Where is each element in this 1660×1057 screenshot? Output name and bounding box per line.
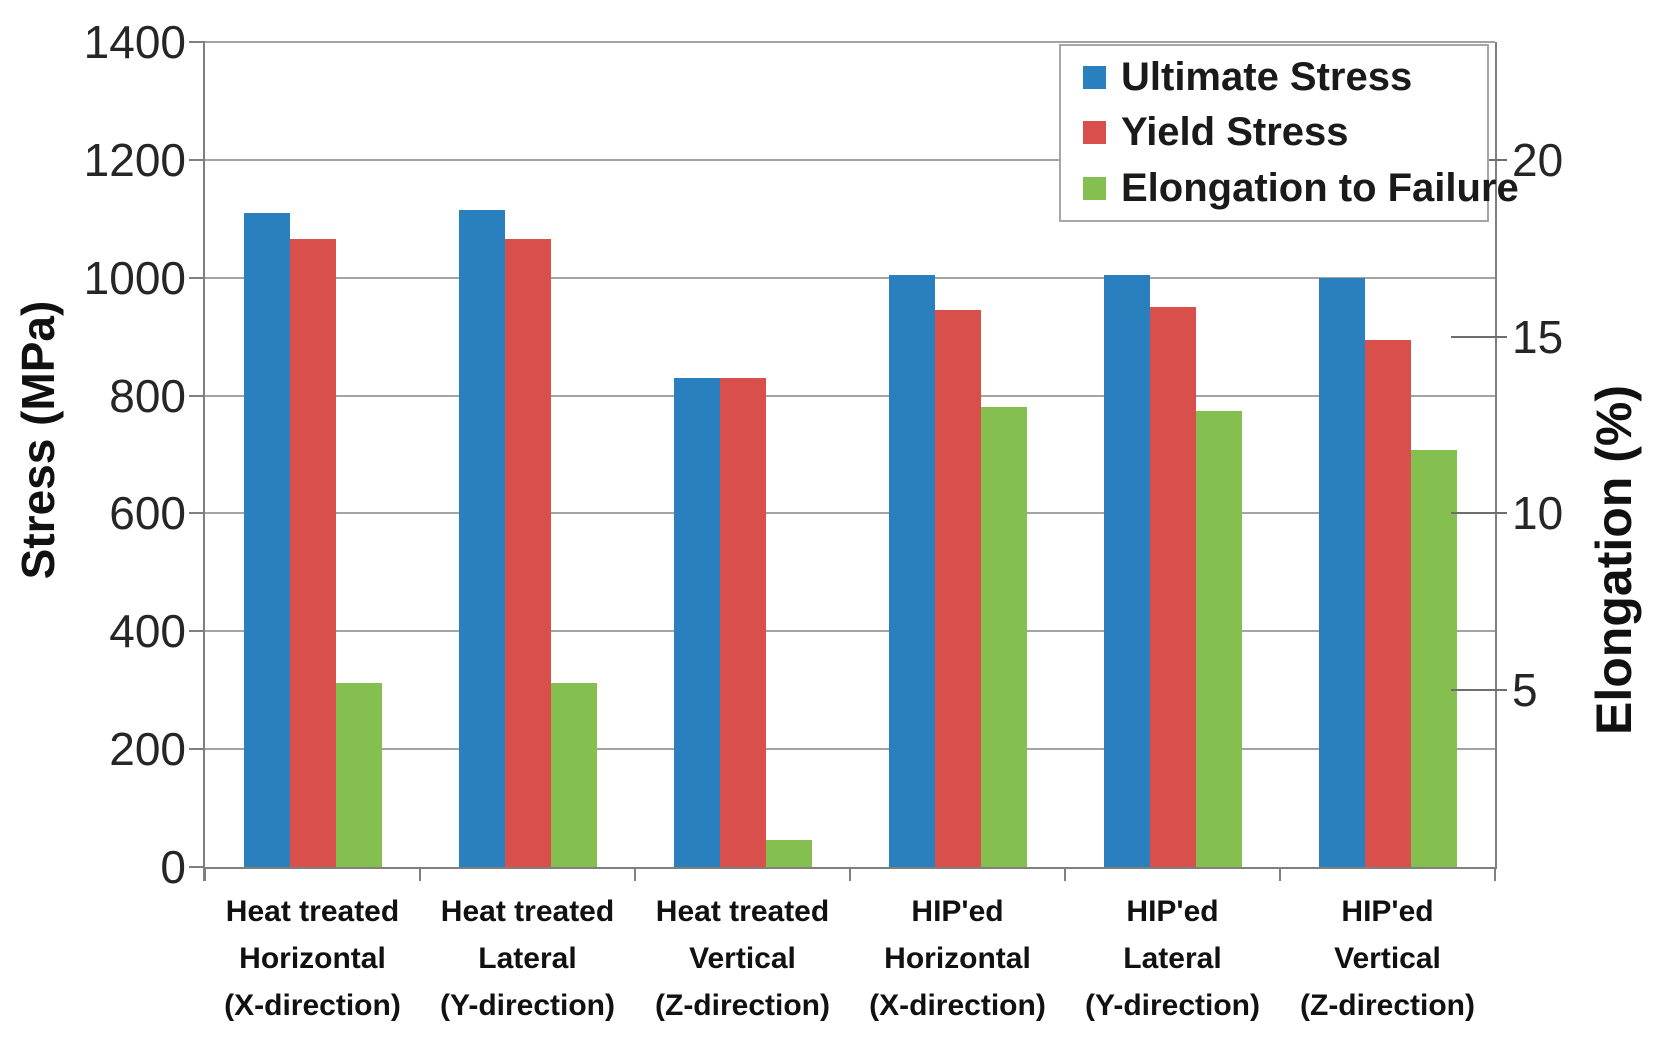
bar-ultimate-stress-0 [243,212,290,867]
gridline-600 [205,512,1495,515]
bar-ultimate-stress-5 [1318,277,1365,867]
left-tick-0 [189,866,205,868]
legend-marker-elongation-to-failure [1083,176,1106,200]
bar-yield-stress-1 [504,239,551,867]
legend-marker-ultimate-stress [1083,66,1106,90]
gridline-1000 [205,276,1495,279]
left-tick-label-200: 200 [109,723,186,776]
x-axis-tick-3 [849,867,851,881]
category-label-line: (Y-direction) [1084,989,1260,1022]
category-label-line: HIP'ed [1126,895,1219,928]
bar-ultimate-stress-2 [673,377,720,867]
x-axis-tick-2 [634,867,636,881]
category-label-4: HIP'ed Lateral (Y-direction) [1065,888,1280,1029]
left-tick-600 [189,512,205,515]
category-label-line: Heat treated [655,895,830,928]
category-label-line: (Y-direction) [439,989,615,1022]
x-axis-tick-4 [1064,867,1066,881]
left-axis-line [203,42,205,881]
left-tick-label-0: 0 [160,841,186,893]
legend-marker-yield-stress [1083,121,1106,145]
right-tick-15 [1451,335,1507,338]
left-tick-200 [189,748,205,751]
category-label-line: Vertical [1334,942,1441,975]
left-tick-400 [189,630,205,633]
right-tick-label-10: 10 [1512,487,1564,540]
bar-elongation-to-failure-5 [1410,449,1457,867]
x-axis-tick-0 [204,867,206,881]
category-label-line: Horizontal [884,942,1031,975]
category-label-line: Vertical [689,942,796,975]
gridline-1400 [205,41,1495,43]
legend-item-yield-stress: Yield Stress [1083,110,1487,155]
legend-item-ultimate-stress: Ultimate Stress [1083,55,1487,100]
left-tick-label-1000: 1000 [83,251,186,304]
x-axis-tick-6 [1494,867,1496,881]
left-tick-1400 [189,41,205,43]
category-label-line: HIP'ed [911,895,1004,928]
right-tick-10 [1451,512,1507,515]
category-label-line: Lateral [1123,942,1222,975]
right-axis-line [1495,42,1497,867]
right-tick-label-15: 15 [1512,310,1564,363]
category-label-2: Heat treated Vertical (Z-direction) [635,888,850,1029]
left-tick-label-400: 400 [109,605,186,658]
category-label-line: Heat treated [440,895,615,928]
left-axis-title: Stress (MPa) [12,300,64,580]
left-tick-label-800: 800 [109,369,186,422]
bar-elongation-to-failure-0 [335,683,382,867]
category-label-line: HIP'ed [1341,895,1434,928]
bar-yield-stress-4 [1149,307,1196,867]
left-tick-label-1200: 1200 [83,133,186,186]
bar-yield-stress-3 [934,310,981,867]
legend-label: Elongation to Failure [1121,165,1519,210]
left-tick-label-1400: 1400 [83,16,186,68]
gridline-1200 [205,158,1495,161]
legend-label: Ultimate Stress [1121,55,1413,100]
bar-ultimate-stress-3 [888,274,935,867]
bar-elongation-to-failure-1 [550,683,597,867]
left-tick-800 [189,394,205,397]
category-label-line: Horizontal [239,942,386,975]
bar-elongation-to-failure-2 [765,840,812,867]
left-tick-1200 [189,158,205,161]
category-label-line: (X-direction) [869,989,1046,1022]
right-tick-label-20: 20 [1512,133,1564,186]
left-tick-label-600: 600 [109,487,186,540]
bar-ultimate-stress-4 [1103,274,1150,867]
bar-ultimate-stress-1 [458,209,505,867]
legend: Ultimate Stress Yield Stress Elongation to… [1059,44,1519,222]
right-axis-title: Elongation (%) [1586,385,1642,735]
right-tick-5 [1451,689,1507,692]
bar-yield-stress-5 [1364,339,1411,867]
right-tick-label-5: 5 [1512,664,1538,717]
legend-label: Yield Stress [1121,110,1349,155]
legend-item-elongation-to-failure: Elongation to Failure [1083,166,1519,211]
category-label-5: HIP'ed Vertical (Z-direction) [1280,888,1495,1029]
category-label-1: Heat treated Lateral (Y-direction) [420,888,635,1029]
category-label-line: Lateral [478,942,577,975]
category-label-3: HIP'ed Horizontal (X-direction) [850,888,1065,1029]
gridline-200 [205,748,1495,751]
x-axis-tick-1 [419,867,421,881]
left-tick-1000 [189,276,205,279]
bar-yield-stress-0 [289,239,336,867]
gridline-400 [205,630,1495,633]
category-label-0: Heat treated Horizontal (X-direction) [205,888,420,1029]
gridline-800 [205,394,1495,397]
bar-elongation-to-failure-4 [1195,410,1242,867]
x-axis-tick-5 [1279,867,1281,881]
category-label-line: (Z-direction) [655,989,830,1022]
category-label-line: (X-direction) [224,989,401,1022]
category-label-line: Heat treated [225,895,400,928]
category-label-line: (Z-direction) [1300,989,1475,1022]
bar-elongation-to-failure-3 [980,407,1027,867]
bar-yield-stress-2 [719,377,766,867]
